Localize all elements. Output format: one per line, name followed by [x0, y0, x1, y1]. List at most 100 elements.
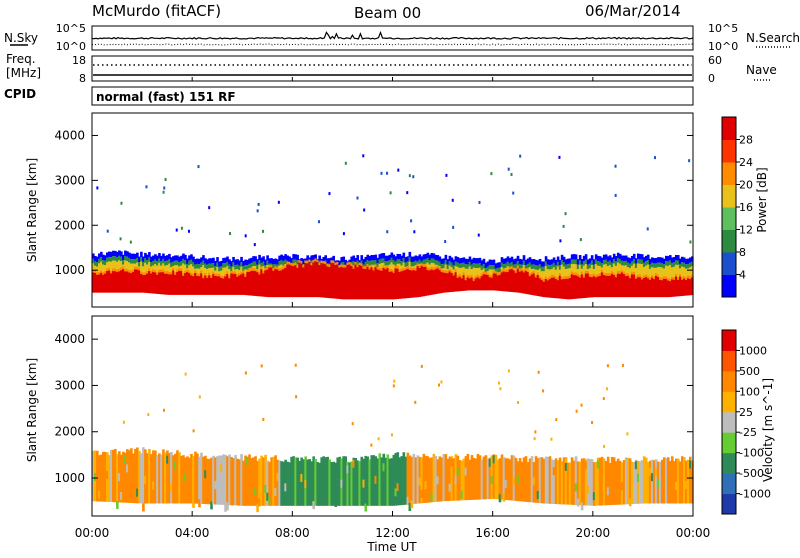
power-cell — [356, 260, 360, 265]
power-cell — [220, 275, 223, 278]
power-cell — [438, 266, 442, 268]
velocity-cell — [132, 453, 135, 504]
power-cell — [414, 267, 418, 271]
velocity-cell — [126, 449, 129, 503]
power-cell — [454, 272, 458, 292]
power-cell — [559, 239, 562, 243]
power-cell — [236, 259, 239, 265]
power-cell — [652, 276, 656, 280]
power-cell — [574, 264, 578, 273]
velocity-cell — [152, 481, 155, 490]
power-cell — [156, 272, 159, 275]
power-cell — [158, 258, 161, 263]
power-cell — [206, 259, 209, 265]
power-cell — [488, 274, 492, 278]
velocity-cell — [110, 449, 113, 503]
power-cell — [198, 264, 201, 269]
velocity-cell — [472, 457, 476, 500]
power-cell — [382, 267, 386, 300]
power-cell — [622, 274, 626, 298]
power-cell — [132, 263, 135, 270]
power-cell — [156, 274, 159, 294]
power-cell — [508, 266, 512, 270]
power-cell — [108, 256, 111, 262]
velocity-cell — [438, 456, 442, 502]
velocity-cell — [626, 457, 630, 505]
velocity-cell — [482, 456, 486, 500]
date-title: 06/Mar/2014 — [585, 2, 681, 20]
power-cell — [512, 267, 516, 271]
power-cell — [372, 264, 376, 268]
power-cell — [252, 256, 255, 262]
power-cell — [348, 264, 352, 300]
power-cell — [648, 277, 652, 280]
power-cell — [658, 267, 662, 278]
power-cell — [478, 275, 482, 279]
velocity-cell — [306, 459, 309, 506]
power-cell — [352, 268, 356, 300]
power-cell — [342, 261, 346, 267]
power-cell — [614, 193, 617, 197]
velocity-cell — [278, 460, 281, 506]
velocity-cell — [490, 476, 494, 485]
power-cell — [350, 266, 354, 300]
power-cell — [550, 259, 554, 265]
power-cell — [544, 261, 548, 267]
velocity-cell — [396, 452, 400, 506]
power-cell — [660, 257, 664, 263]
power-cell — [272, 268, 275, 271]
velocity-cell — [332, 461, 336, 506]
velocity-cell — [636, 473, 640, 482]
power-cell — [182, 273, 185, 276]
velocity-cell — [274, 455, 277, 506]
power-cell — [582, 277, 586, 299]
power-cell — [114, 271, 117, 293]
power-cell — [634, 278, 638, 298]
power-cell — [362, 154, 365, 158]
power-cell — [344, 161, 347, 165]
power-cell — [166, 265, 169, 272]
power-cell — [528, 273, 532, 277]
power-cell — [160, 255, 163, 262]
power-cell — [170, 262, 173, 268]
power-cell — [336, 261, 340, 265]
velocity-cell — [506, 458, 510, 501]
power-cell — [460, 267, 464, 276]
power-cell — [598, 275, 602, 298]
power-cell — [556, 266, 560, 278]
power-cell — [144, 262, 147, 273]
power-cell — [112, 268, 115, 272]
power-cell — [116, 257, 119, 262]
nsearch-tick-top: 10^5 — [708, 22, 738, 35]
power-cell — [274, 268, 277, 298]
power-cell — [278, 265, 281, 269]
power-cell — [170, 257, 173, 263]
power-cell — [590, 255, 594, 261]
power-cell — [226, 271, 229, 275]
velocity-cell — [424, 481, 428, 490]
power-cell — [544, 276, 548, 279]
power-cell — [474, 278, 478, 291]
power-cell — [164, 271, 167, 274]
power-cell — [352, 260, 356, 266]
power-cell — [394, 265, 398, 269]
power-cell — [600, 267, 604, 270]
power-cell — [520, 259, 524, 265]
power-cell — [236, 273, 239, 277]
power-cell — [642, 267, 646, 276]
power-cell — [496, 262, 500, 268]
velocity-cell — [564, 457, 568, 505]
power-cell — [632, 259, 636, 264]
power-cell — [560, 264, 564, 277]
velocity-cell — [392, 454, 396, 506]
velocity-cell — [164, 452, 167, 504]
velocity-cell — [364, 503, 368, 512]
power-cell — [344, 267, 348, 300]
power-cell — [174, 274, 177, 295]
colorbar-swatch — [722, 493, 736, 515]
power-cell — [118, 260, 121, 269]
velocity-cell — [476, 454, 480, 500]
power-cell — [288, 264, 291, 298]
power-cell — [394, 256, 398, 262]
power-cell — [378, 264, 382, 268]
